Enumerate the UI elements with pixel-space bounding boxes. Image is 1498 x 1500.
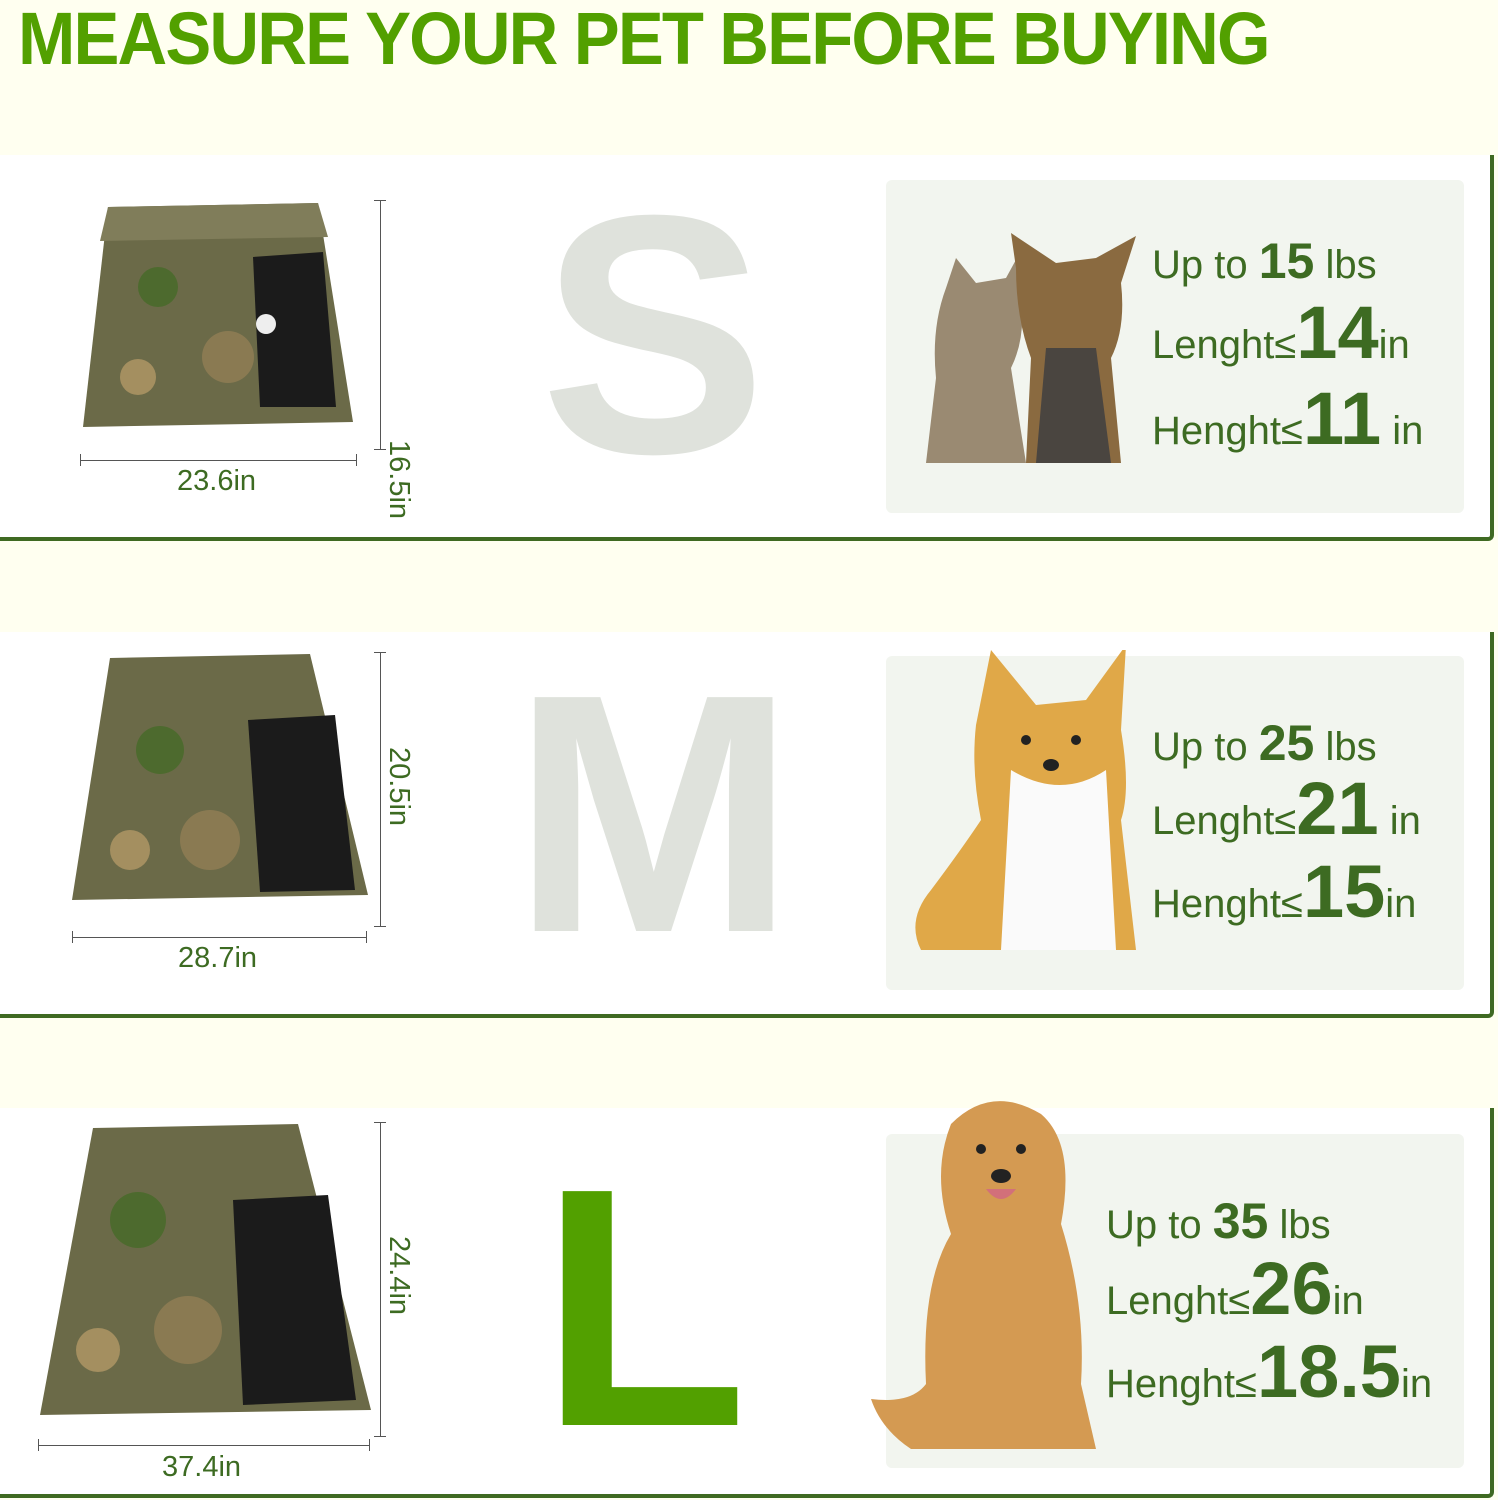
weight-value: 15 (1258, 233, 1315, 289)
height-unit: in (1385, 882, 1417, 926)
page-title: MEASURE YOUR PET BEFORE BUYING (18, 0, 1271, 80)
height-unit: in (1400, 1362, 1433, 1406)
weight-unit: lbs (1279, 1203, 1331, 1247)
size-letter-selected: L (540, 1118, 748, 1498)
height-label-text: Henght≤ (1152, 409, 1303, 453)
height-label-text: Henght≤ (1106, 1362, 1257, 1406)
height-value: 15 (1302, 850, 1386, 933)
weight-unit: lbs (1325, 243, 1377, 287)
length-value: 21 (1296, 767, 1379, 850)
pet-info-box: Up to 15 lbs Lenght≤14in Henght≤11 in (886, 180, 1464, 513)
size-letter: M (512, 624, 796, 1004)
length-unit: in (1378, 323, 1410, 367)
size-panel-m: 28.7in 20.5in M Up to 25 lbs Lenght≤21 i… (0, 632, 1494, 1018)
width-dimension-line (38, 1439, 370, 1451)
height-line: Henght≤15in (1152, 849, 1416, 934)
pet-info-box: Up to 35 lbs Lenght≤26in Henght≤18.5in (871, 1101, 1464, 1468)
length-label: Lenght≤ (1106, 1279, 1251, 1323)
height-label: 24.4in (383, 1236, 415, 1316)
length-line: Lenght≤14in (1152, 290, 1410, 375)
corgi-image (915, 650, 1136, 950)
width-dimension-line (72, 931, 367, 943)
length-unit: in (1389, 799, 1421, 843)
pet-tent-image-large (40, 1124, 371, 1415)
length-line: Lenght≤26in (1106, 1246, 1364, 1331)
pet-tent-image-small (83, 203, 353, 427)
width-dimension-line (80, 454, 357, 466)
length-label: Lenght≤ (1152, 323, 1297, 367)
length-label: Lenght≤ (1152, 799, 1297, 843)
height-dimension-line (374, 652, 386, 927)
weight-prefix: Up to (1106, 1203, 1202, 1247)
weight-prefix: Up to (1152, 243, 1248, 287)
height-unit: in (1392, 409, 1424, 453)
size-panel-l: 37.4in 24.4in L Up to 35 lbs Lenght≤26in… (0, 1101, 1494, 1498)
height-line: Henght≤11 in (1152, 376, 1423, 461)
height-dimension-line (374, 200, 386, 450)
weight-line: Up to 35 lbs (1106, 1192, 1331, 1250)
height-label-text: Henght≤ (1152, 882, 1303, 926)
weight-value: 35 (1212, 1193, 1269, 1249)
weight-value: 25 (1258, 715, 1315, 771)
width-label: 28.7in (178, 942, 258, 974)
weight-line: Up to 25 lbs (1152, 714, 1377, 772)
size-letter: S (540, 145, 767, 525)
pet-tent-image-medium (72, 654, 368, 900)
length-value: 14 (1296, 291, 1379, 374)
height-label: 16.5in (383, 440, 415, 520)
width-label: 23.6in (177, 465, 257, 497)
weight-unit: lbs (1325, 725, 1377, 769)
golden-retriever-image (871, 1101, 1096, 1449)
weight-prefix: Up to (1152, 725, 1248, 769)
height-line: Henght≤18.5in (1106, 1329, 1432, 1414)
height-value: 18.5 (1256, 1330, 1401, 1413)
height-value: 11 (1302, 377, 1382, 460)
height-label: 20.5in (383, 747, 415, 827)
cat-and-dog-image (926, 233, 1136, 463)
height-dimension-line (374, 1122, 386, 1437)
pet-info-box: Up to 25 lbs Lenght≤21 in Henght≤15in (886, 650, 1464, 990)
length-value: 26 (1250, 1247, 1333, 1330)
width-label: 37.4in (162, 1451, 242, 1483)
length-unit: in (1332, 1279, 1364, 1323)
length-line: Lenght≤21 in (1152, 766, 1421, 851)
weight-line: Up to 15 lbs (1152, 232, 1377, 290)
size-panel-s: 23.6in 16.5in S Up to 15 lbs Lenght≤14in… (0, 155, 1494, 541)
